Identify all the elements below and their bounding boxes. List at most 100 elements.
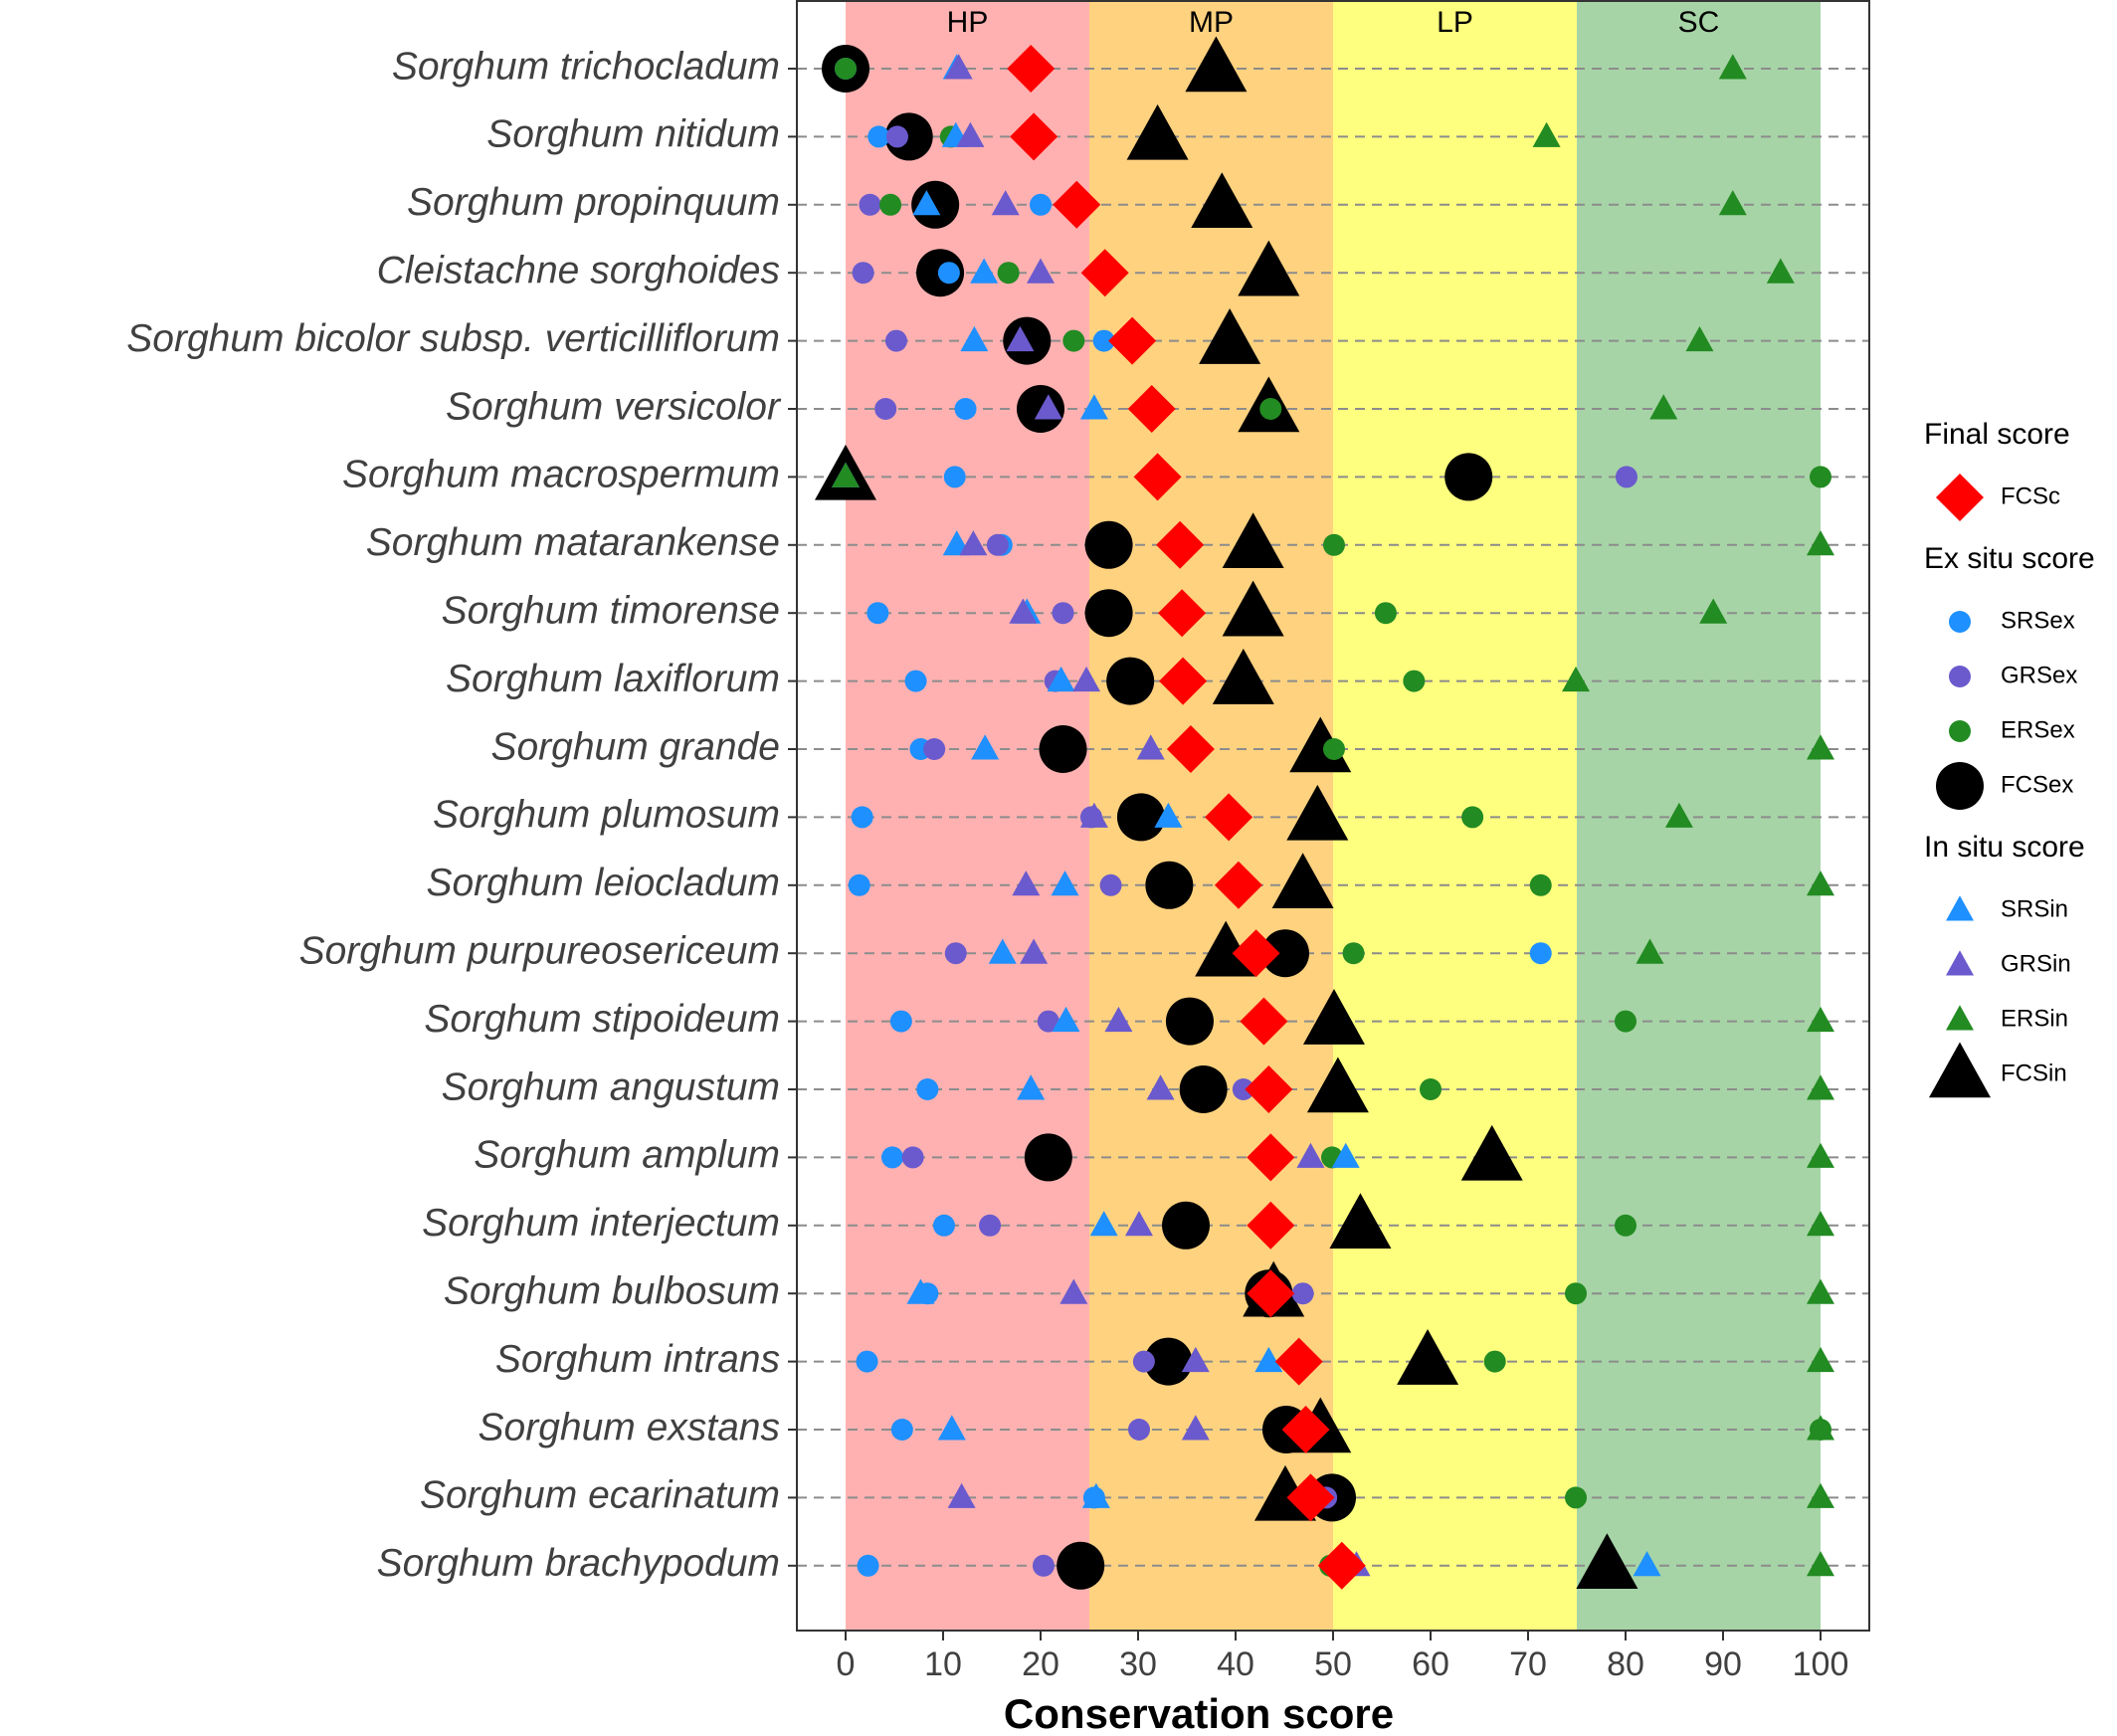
large-circle (1145, 861, 1194, 909)
y-tick-label: Sorghum plumosum (433, 794, 780, 837)
circle-marker (937, 262, 960, 285)
band-label: SC (1678, 6, 1720, 39)
triangle-marker (832, 462, 860, 487)
triangle-marker (970, 258, 999, 284)
y-tick-label: Sorghum nitidum (486, 113, 780, 156)
diamond-marker (1080, 249, 1129, 297)
diamond-marker (1108, 316, 1157, 365)
large-circle (911, 180, 960, 229)
triangle-marker (1296, 1142, 1325, 1168)
diamond-marker (1159, 657, 1208, 705)
diamond-marker (1007, 45, 1056, 93)
circle-marker (857, 1554, 879, 1577)
band (846, 1, 1089, 1631)
triangle-marker (1807, 1006, 1834, 1033)
triangle-marker (1009, 598, 1038, 624)
large-triangle (1126, 103, 1189, 160)
circle-marker (867, 125, 890, 148)
x-tick-label: 100 (1793, 1645, 1849, 1683)
x-tick-label: 80 (1607, 1645, 1644, 1683)
legend-symbol (1949, 666, 1971, 687)
large-triangle (1306, 1057, 1369, 1113)
legend-label: FCSc (2001, 482, 2060, 509)
diamond-marker (1247, 1269, 1295, 1318)
triangle-marker (1807, 870, 1834, 896)
triangle-marker (1136, 734, 1165, 760)
y-tick-label: Sorghum matarankense (366, 521, 780, 564)
circle-marker (1615, 466, 1637, 488)
circle-marker (856, 1350, 878, 1373)
triangle-marker (1562, 666, 1591, 692)
circle-marker (923, 738, 946, 760)
large-triangle (1222, 580, 1284, 637)
y-tick-label: Sorghum grande (490, 725, 780, 768)
triangle-marker (1699, 598, 1728, 624)
y-tick-label: Sorghum angustum (442, 1065, 780, 1108)
triangle-marker (1331, 1142, 1360, 1168)
circle-marker (1291, 1282, 1314, 1305)
legend-title: Final score (1924, 418, 2070, 451)
legend-symbol (1946, 895, 1974, 921)
triangle-marker (1079, 802, 1108, 828)
band-label: MP (1189, 6, 1234, 39)
diamond-marker (1232, 929, 1280, 978)
legend-symbol (1949, 720, 1971, 742)
circle-marker (943, 466, 966, 488)
legend-symbol (1949, 611, 1971, 633)
triangle-marker (1807, 734, 1834, 760)
circle-marker (1342, 942, 1365, 965)
x-tick-label: 70 (1509, 1645, 1547, 1683)
large-triangle (1286, 784, 1349, 841)
circle-marker (851, 806, 873, 829)
diamond-marker (1240, 997, 1288, 1046)
large-circle (1144, 1337, 1193, 1386)
circle-marker (979, 1214, 1002, 1237)
triangle-marker (1807, 530, 1834, 556)
y-tick-label: Cleistachne sorghoides (377, 249, 780, 291)
y-tick-label: Sorghum stipoideum (424, 998, 780, 1041)
triangle-marker (1807, 1074, 1834, 1100)
circle-marker (848, 873, 870, 896)
triangle-marker (1027, 258, 1055, 284)
large-circle (1260, 929, 1309, 978)
circle-marker (1529, 942, 1552, 965)
large-circle (1024, 1133, 1072, 1182)
legend-title: In situ score (1924, 831, 2085, 864)
diamond-marker (1053, 180, 1101, 229)
triangle-marker (991, 190, 1020, 216)
diamond-marker (1274, 1337, 1323, 1386)
triangle-marker (1664, 802, 1693, 828)
large-circle (1106, 657, 1155, 705)
band-label: HP (947, 6, 989, 39)
y-tick-label: Sorghum macrospermum (342, 454, 780, 496)
circle-marker (1565, 1282, 1588, 1305)
x-tick-label: 10 (924, 1645, 962, 1683)
circle-marker (1483, 1350, 1506, 1373)
circle-marker (1615, 1214, 1636, 1237)
triangle-marker (1807, 1482, 1834, 1508)
diamond-marker (1010, 112, 1058, 161)
circle-marker (997, 262, 1020, 285)
x-axis-label: Conservation score (1004, 1690, 1394, 1736)
triangle-marker (1718, 54, 1747, 80)
y-tick-label: Sorghum versicolor (446, 385, 782, 428)
triangle-marker (1807, 1551, 1834, 1577)
triangle-marker (959, 530, 988, 556)
legend-label: SRSex (2001, 607, 2075, 634)
triangle-marker (1807, 1415, 1834, 1441)
large-triangle (1238, 240, 1300, 296)
circle-marker (889, 1010, 912, 1033)
y-tick-label: Sorghum amplum (474, 1134, 780, 1177)
circle-marker (1132, 1350, 1155, 1373)
circle-marker (1403, 670, 1426, 692)
circle-marker (1030, 193, 1052, 216)
large-circle (1179, 1065, 1228, 1113)
y-tick-label: Sorghum ecarinatum (420, 1474, 780, 1517)
circle-marker (904, 670, 927, 692)
large-circle (1084, 589, 1133, 638)
triangle-marker (912, 190, 941, 216)
band (1577, 1, 1821, 1631)
diamond-marker (1166, 725, 1215, 773)
triangle-marker (1047, 666, 1075, 692)
